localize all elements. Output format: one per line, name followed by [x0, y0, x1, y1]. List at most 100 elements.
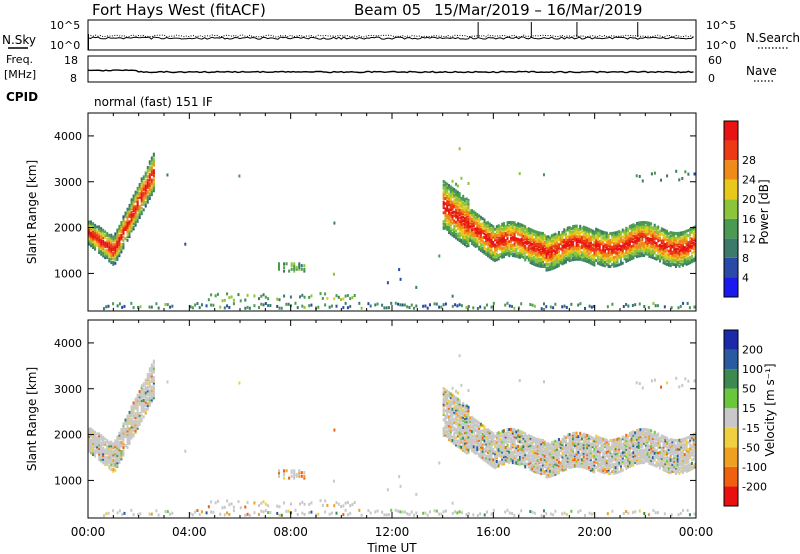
velocity-cell: [531, 442, 534, 446]
power-cell: [584, 250, 587, 254]
velocity-cell: [108, 446, 111, 450]
power-cell: [667, 260, 670, 264]
velocity-cell: [447, 394, 450, 398]
power-cell: [449, 206, 452, 210]
velocity-cell: [570, 458, 573, 462]
power-cell: [651, 240, 654, 244]
power-cell: [280, 306, 283, 310]
power-cell: [449, 197, 452, 201]
velocity-cell: [561, 444, 564, 448]
power-cell: [531, 230, 534, 234]
power-cell: [100, 243, 103, 247]
power-cell: [552, 261, 555, 265]
velocity-cell: [444, 391, 447, 395]
power-cell: [492, 226, 495, 230]
velocity-cell: [556, 470, 559, 474]
power-cell: [534, 237, 537, 241]
velocity-cell: [460, 416, 463, 420]
power-cell: [616, 230, 619, 234]
power-cell: [632, 235, 635, 239]
power-cell: [689, 257, 692, 261]
power-cell: [536, 257, 539, 261]
velocity-cell: [543, 451, 546, 455]
velocity-cell: [456, 439, 459, 443]
power-cell: [612, 231, 615, 235]
velocity-cell: [126, 429, 129, 433]
velocity-cell: [134, 404, 137, 408]
power-cell: [689, 245, 692, 249]
power-cell: [602, 262, 605, 266]
velocity-cell: [568, 445, 571, 449]
velocity-cell: [479, 454, 482, 458]
power-cell: [604, 253, 607, 257]
power-cell: [589, 237, 592, 241]
power-cell: [485, 249, 488, 253]
power-cell: [533, 240, 536, 244]
power-cell: [593, 260, 596, 264]
velocity-cell: [138, 393, 141, 397]
velocity-cell: [472, 417, 475, 421]
power-cell: [552, 237, 555, 241]
velocity-cell: [463, 446, 466, 450]
power-cell: [106, 241, 109, 245]
power-cell: [554, 260, 557, 264]
power-cell: [476, 233, 479, 237]
power-cell: [653, 249, 656, 253]
power-cell: [495, 249, 498, 253]
power-cell: [293, 265, 296, 269]
velocity-cell: [118, 437, 121, 441]
power-cell: [499, 246, 502, 250]
power-cell: [467, 217, 470, 221]
velocity-cell: [510, 445, 513, 449]
power-cell: [690, 228, 693, 232]
velocity-cell: [522, 431, 525, 435]
velocity-cell: [550, 441, 553, 445]
power-cell: [136, 205, 139, 209]
power-cell: [667, 235, 670, 239]
velocity-cell: [148, 372, 151, 376]
velocity-cell: [456, 399, 459, 403]
power-cell: [238, 174, 241, 178]
power-cell: [506, 249, 509, 253]
power-cell: [621, 230, 624, 234]
power-cell: [607, 261, 610, 265]
power-cell: [600, 233, 603, 237]
velocity-cell: [502, 437, 505, 441]
power-cell: [566, 251, 569, 255]
power-cell: [449, 199, 452, 203]
power-cell: [625, 237, 628, 241]
velocity-cell: [543, 440, 546, 444]
power-cell: [666, 233, 669, 237]
power-cell: [314, 306, 317, 310]
velocity-cell: [501, 459, 504, 463]
power-cell: [582, 234, 585, 238]
power-cell: [694, 246, 697, 250]
velocity-cell: [545, 456, 548, 460]
power-cell: [641, 226, 644, 230]
power-cell: [492, 233, 495, 237]
power-cell: [536, 234, 539, 238]
velocity-cell: [526, 434, 529, 438]
power-cell: [492, 235, 495, 239]
velocity-cell: [114, 439, 117, 443]
power-cell: [561, 255, 564, 259]
power-cell: [529, 252, 532, 256]
power-cell: [283, 265, 286, 269]
velocity-cell: [451, 428, 454, 432]
power-cell: [508, 229, 511, 233]
velocity-cell: [94, 441, 97, 445]
velocity-cell: [451, 386, 454, 390]
velocity-cell: [568, 438, 571, 442]
velocity-cell: [545, 463, 548, 467]
velocity-cell: [494, 466, 497, 470]
power-cell: [563, 243, 566, 247]
velocity-cell: [485, 435, 488, 439]
power-cell: [568, 252, 571, 256]
velocity-cell: [92, 438, 95, 442]
power-cell: [460, 224, 463, 228]
power-cell: [455, 205, 458, 209]
velocity-cell: [128, 432, 131, 436]
power-cell: [518, 248, 521, 252]
velocity-cell: [495, 447, 498, 451]
power-cell: [463, 203, 466, 207]
